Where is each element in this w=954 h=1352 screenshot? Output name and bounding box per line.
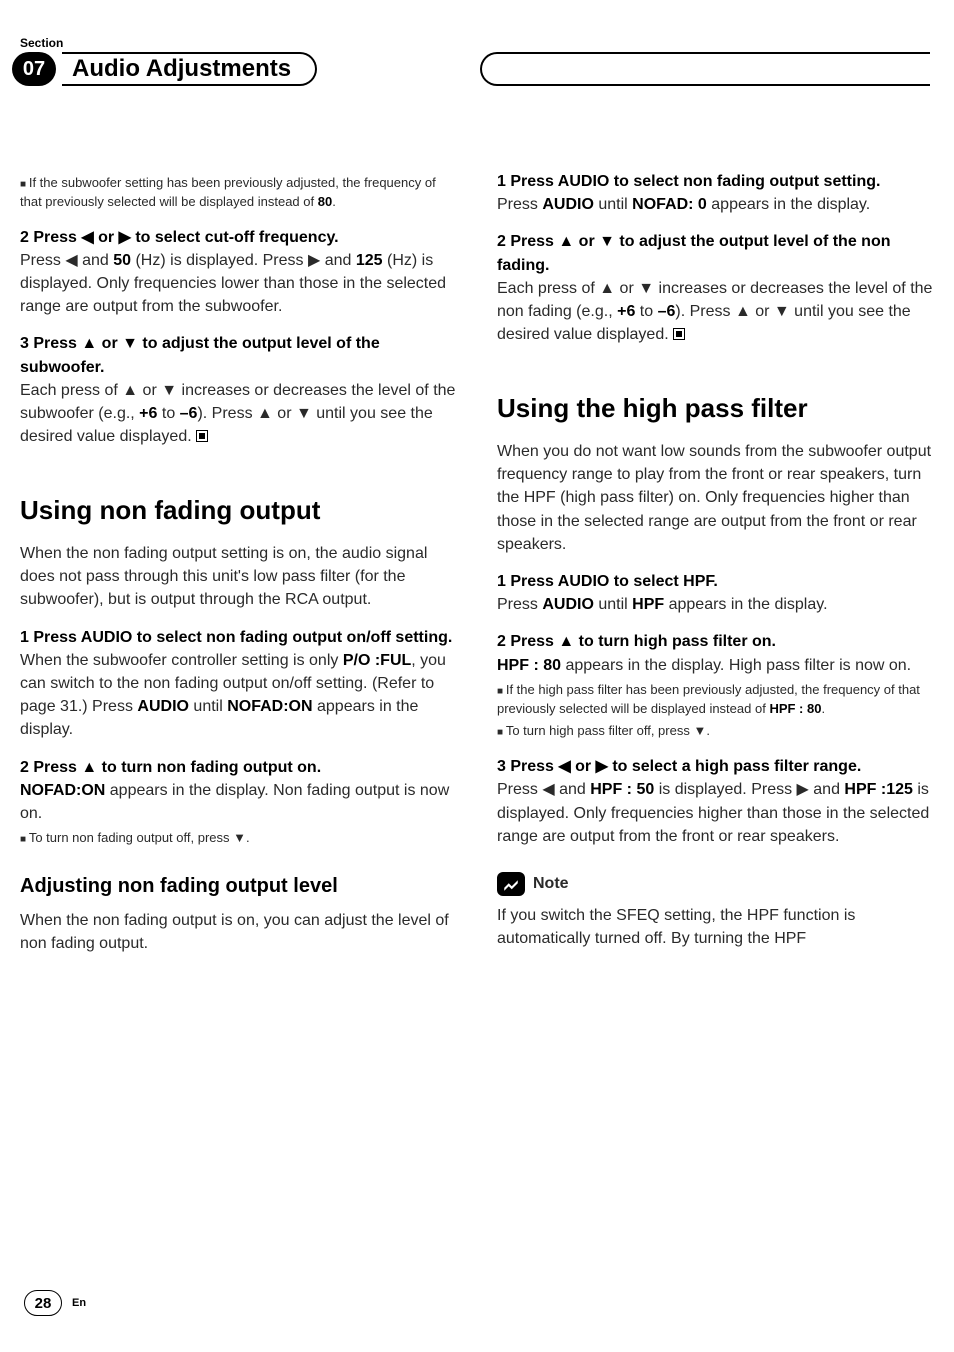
hpf-step-3: 3 Press ◀ or ▶ to select a high pass fil… — [497, 755, 934, 848]
r-step1-head: 1 Press AUDIO to select non fading outpu… — [497, 170, 934, 193]
heading-nonfading: Using non fading output — [20, 492, 457, 530]
hpf-intro: When you do not want low sounds from the… — [497, 440, 934, 556]
hpf-label: HPF — [632, 596, 664, 613]
step-2-head: 2 Press ◀ or ▶ to select cut-off frequen… — [20, 226, 457, 249]
intro-bullet-text: If the subwoofer setting has been previo… — [20, 175, 436, 209]
t: until — [594, 596, 632, 613]
hpf-step-1: 1 Press AUDIO to select HPF. Press AUDIO… — [497, 570, 934, 616]
step-3-level: 3 Press ▲ or ▼ to adjust the output leve… — [20, 332, 457, 448]
hpf-step2-body: HPF : 80 appears in the display. High pa… — [497, 654, 934, 677]
r-step-1: 1 Press AUDIO to select non fading outpu… — [497, 170, 934, 216]
t: Press — [497, 196, 542, 213]
t: to — [157, 405, 179, 422]
t: appears in the display. — [664, 596, 827, 613]
hpf-step1-head: 1 Press AUDIO to select HPF. — [497, 570, 934, 593]
audio-label: AUDIO — [137, 698, 189, 715]
left-column: If the subwoofer setting has been previo… — [20, 170, 457, 965]
t: appears in the display. — [707, 196, 870, 213]
nofadon2: NOFAD:ON — [20, 782, 105, 799]
hpf80: HPF : 80 — [497, 657, 561, 674]
hpf-step2-bullet2: To turn high pass filter off, press ▼. — [497, 722, 934, 741]
po-ful: P/O :FUL — [343, 652, 411, 669]
t: appears in the display. High pass filter… — [561, 657, 911, 674]
t: (Hz) is displayed. Press ▶ and — [131, 252, 356, 269]
step-2-cutoff: 2 Press ◀ or ▶ to select cut-off frequen… — [20, 226, 457, 319]
nf-step-2: 2 Press ▲ to turn non fading output on. … — [20, 756, 457, 848]
end-mark-icon — [673, 328, 685, 340]
chapter-title: Audio Adjustments — [62, 52, 317, 86]
t: If the high pass filter has been previou… — [497, 682, 920, 716]
section-number-badge: 07 — [12, 52, 56, 86]
note-body: If you switch the SFEQ setting, the HPF … — [497, 904, 934, 950]
right-column: 1 Press AUDIO to select non fading outpu… — [497, 170, 934, 965]
hpf50: HPF : 50 — [590, 781, 654, 798]
content-columns: If the subwoofer setting has been previo… — [20, 170, 934, 965]
t: to — [635, 303, 657, 320]
t: Press — [497, 596, 542, 613]
r-step-2: 2 Press ▲ or ▼ to adjust the output leve… — [497, 230, 934, 346]
heading-hpf: Using the high pass filter — [497, 390, 934, 428]
t: is displayed. Press ▶ and — [654, 781, 844, 798]
nf-step1-body: When the subwoofer controller setting is… — [20, 649, 457, 742]
hpf-step2-head: 2 Press ▲ to turn high pass filter on. — [497, 630, 934, 653]
val-50: 50 — [113, 252, 131, 269]
section-label: Section — [20, 36, 63, 50]
hpf-step-2: 2 Press ▲ to turn high pass filter on. H… — [497, 630, 934, 741]
minus6: –6 — [658, 303, 676, 320]
t: Press ◀ and — [20, 252, 113, 269]
hpf-step2-bullet1: If the high pass filter has been previou… — [497, 681, 934, 719]
nf-step2-body: NOFAD:ON appears in the display. Non fad… — [20, 779, 457, 825]
t: until — [594, 196, 632, 213]
intro-bullet: If the subwoofer setting has been previo… — [20, 174, 457, 212]
hpf125: HPF :125 — [844, 781, 912, 798]
plus6: +6 — [617, 303, 635, 320]
audio-label: AUDIO — [542, 596, 594, 613]
step-2-body: Press ◀ and 50 (Hz) is displayed. Press … — [20, 249, 457, 319]
nonfading-intro: When the non fading output setting is on… — [20, 542, 457, 612]
audio-label: AUDIO — [542, 196, 594, 213]
val-125: 125 — [356, 252, 383, 269]
t: until — [189, 698, 227, 715]
heading-adjust-level: Adjusting non fading output level — [20, 872, 457, 901]
page-number: 28 — [24, 1290, 62, 1316]
note-icon — [497, 872, 525, 896]
nf-step1-head: 1 Press AUDIO to select non fading outpu… — [20, 626, 457, 649]
nf-step2-bullet: To turn non fading output off, press ▼. — [20, 829, 457, 848]
nofad0: NOFAD: 0 — [632, 196, 707, 213]
hpf-step3-head: 3 Press ◀ or ▶ to select a high pass fil… — [497, 755, 934, 778]
step-3-body: Each press of ▲ or ▼ increases or decrea… — [20, 379, 457, 449]
nofadon: NOFAD:ON — [227, 698, 312, 715]
t: Press ◀ and — [497, 781, 590, 798]
hpf-step3-body: Press ◀ and HPF : 50 is displayed. Press… — [497, 778, 934, 848]
plus6: +6 — [139, 405, 157, 422]
minus6: –6 — [180, 405, 198, 422]
r-step2-body: Each press of ▲ or ▼ increases or decrea… — [497, 277, 934, 347]
note-label: Note — [533, 872, 569, 895]
note-row: Note — [497, 872, 934, 896]
nf-step2-head: 2 Press ▲ to turn non fading output on. — [20, 756, 457, 779]
hpf-step1-body: Press AUDIO until HPF appears in the dis… — [497, 593, 934, 616]
header-blank-tab — [480, 52, 930, 86]
t: When the subwoofer controller setting is… — [20, 652, 343, 669]
r-step1-body: Press AUDIO until NOFAD: 0 appears in th… — [497, 193, 934, 216]
r-step2-head: 2 Press ▲ or ▼ to adjust the output leve… — [497, 230, 934, 276]
step-3-head: 3 Press ▲ or ▼ to adjust the output leve… — [20, 332, 457, 378]
end-mark-icon — [196, 430, 208, 442]
page-language: En — [72, 1297, 86, 1309]
page-footer: 28 En — [24, 1290, 86, 1316]
nf-step-1: 1 Press AUDIO to select non fading outpu… — [20, 626, 457, 742]
adjust-intro: When the non fading output is on, you ca… — [20, 909, 457, 955]
